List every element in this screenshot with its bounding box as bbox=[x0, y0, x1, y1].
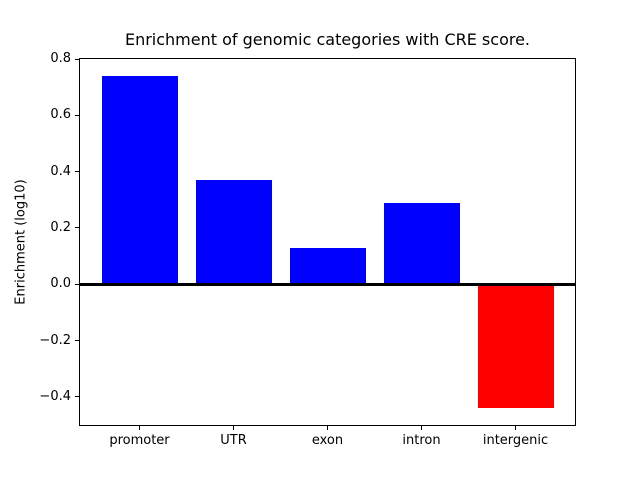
y-tick-mark bbox=[75, 114, 79, 116]
bar-UTR bbox=[195, 180, 272, 285]
x-tick-mark bbox=[233, 426, 234, 430]
bar-intergenic bbox=[477, 284, 554, 409]
zero-axis-line bbox=[80, 282, 575, 286]
y-tick-label: 0.6 bbox=[50, 107, 71, 123]
y-tick-label: 0.0 bbox=[50, 276, 71, 292]
x-tick-mark bbox=[421, 426, 422, 430]
y-tick-mark bbox=[75, 171, 79, 173]
bar-promoter bbox=[101, 75, 178, 285]
y-tick-mark bbox=[75, 58, 79, 60]
x-tick-label-exon: exon bbox=[311, 433, 344, 448]
y-tick-mark bbox=[75, 340, 79, 342]
y-tick-label: −0.2 bbox=[39, 332, 71, 348]
bar-exon bbox=[289, 247, 366, 285]
plot-area bbox=[79, 58, 576, 426]
x-tick-label-intron: intron bbox=[402, 433, 441, 448]
bar-intron bbox=[383, 202, 460, 285]
y-tick-mark bbox=[75, 396, 79, 398]
x-tick-mark bbox=[327, 426, 328, 430]
y-tick-label: 0.8 bbox=[50, 51, 71, 66]
chart-title: Enrichment of genomic categories with CR… bbox=[124, 30, 531, 49]
y-tick-label: 0.4 bbox=[50, 163, 71, 179]
y-tick-mark bbox=[75, 283, 79, 285]
x-tick-label-promoter: promoter bbox=[109, 433, 170, 448]
x-tick-mark bbox=[139, 426, 140, 430]
x-tick-label-intergenic: intergenic bbox=[482, 433, 549, 448]
y-tick-mark bbox=[75, 227, 79, 229]
x-tick-mark bbox=[515, 426, 516, 430]
y-tick-label: 0.2 bbox=[50, 219, 71, 235]
x-tick-label-UTR: UTR bbox=[220, 433, 247, 448]
y-tick-label: −0.4 bbox=[39, 388, 71, 404]
